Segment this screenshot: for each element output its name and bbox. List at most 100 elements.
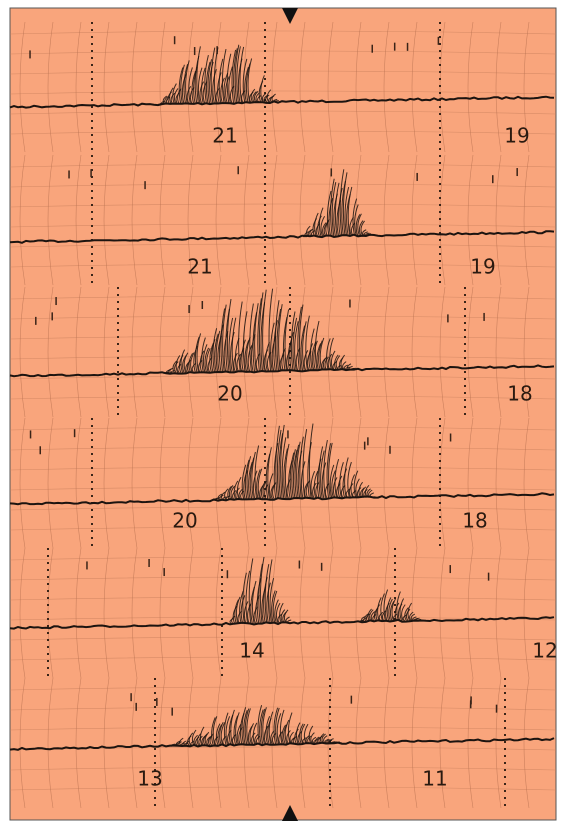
burst-stroke: [265, 716, 271, 745]
burst-stroke: [362, 229, 367, 236]
burst-stroke: [284, 719, 290, 745]
burst-stroke: [271, 336, 277, 372]
burst-stroke: [251, 732, 256, 745]
burst-stroke: [223, 73, 229, 104]
burst-stroke: [159, 102, 164, 105]
burst-stroke: [273, 98, 278, 103]
burst-stroke: [251, 451, 256, 500]
burst-stroke: [250, 333, 256, 372]
burst-stroke: [268, 711, 274, 745]
burst-stroke: [294, 728, 299, 744]
burst-stroke: [313, 470, 319, 499]
burst-stroke: [300, 723, 306, 744]
burst-stroke: [175, 740, 181, 747]
trace: [9, 95, 555, 109]
burst-stroke: [220, 77, 225, 104]
burst-stroke: [226, 298, 232, 373]
burst-stroke: [263, 725, 269, 745]
burst-stroke: [188, 352, 194, 373]
burst-stroke: [188, 67, 193, 104]
time-arc: [383, 21, 390, 153]
burst-stroke: [217, 493, 223, 501]
burst-stroke: [302, 321, 307, 371]
paper-line: [9, 395, 557, 400]
burst-stroke: [350, 474, 356, 498]
burst-stroke: [245, 570, 251, 624]
burst-stroke: [266, 351, 272, 372]
burst-stroke: [226, 53, 232, 104]
time-arc: [467, 677, 474, 809]
time-arc: [523, 286, 530, 418]
burst-stroke: [314, 320, 320, 371]
burst-stroke: [272, 590, 278, 624]
burst-stroke: [231, 49, 237, 103]
burst-stroke: [222, 735, 227, 746]
burst-stroke: [404, 607, 409, 622]
burst-stroke: [279, 602, 284, 624]
burst-stroke: [215, 87, 220, 104]
burst-stroke: [161, 100, 166, 105]
burst-stroke: [311, 341, 317, 371]
time-arc: [75, 677, 82, 809]
burst-stroke: [287, 619, 292, 624]
burst-stroke: [206, 348, 211, 373]
burst-stroke: [344, 186, 350, 236]
burst-stroke: [274, 599, 279, 624]
burst-stroke: [366, 233, 372, 236]
burst-stroke: [235, 487, 240, 501]
burst-stroke: [247, 345, 253, 372]
burst-stroke: [272, 481, 277, 500]
burst-stroke: [358, 220, 364, 236]
burst-stroke: [242, 58, 248, 103]
time-arc: [75, 21, 82, 153]
time-arc: [411, 21, 418, 153]
burst-stroke: [204, 55, 209, 104]
time-arc: [495, 21, 502, 153]
burst-stroke: [276, 713, 282, 745]
burst-stroke: [260, 708, 266, 745]
burst-stroke: [391, 598, 397, 622]
time-arc: [299, 154, 306, 286]
paper-line: [9, 30, 557, 35]
burst-stroke: [253, 91, 259, 103]
burst-stroke: [233, 352, 238, 373]
burst-stroke: [388, 598, 393, 622]
burst-stroke: [292, 449, 298, 499]
burst-stroke: [178, 67, 184, 104]
burst-stroke: [185, 740, 190, 747]
burst-stroke: [228, 484, 234, 501]
burst-stroke: [383, 589, 389, 622]
burst-stroke: [351, 367, 356, 371]
time-arc: [495, 547, 502, 679]
burst-stroke: [235, 712, 240, 745]
burst-stroke: [233, 480, 239, 501]
hour-label: 13: [137, 767, 162, 791]
burst-stroke: [359, 619, 364, 623]
burst-stroke: [172, 83, 177, 105]
burst-stroke: [241, 90, 246, 104]
burst-stroke: [249, 303, 254, 372]
burst-stroke: [188, 732, 194, 746]
burst-stroke: [206, 736, 211, 746]
time-arc: [103, 417, 110, 549]
burst-stroke: [191, 362, 197, 373]
burst-stroke: [231, 317, 237, 372]
burst-stroke: [233, 48, 238, 103]
burst-stroke: [282, 316, 288, 372]
burst-stroke: [300, 461, 306, 499]
burst-stroke: [326, 739, 331, 744]
burst-stroke: [243, 710, 248, 745]
burst-stroke: [304, 481, 309, 499]
burst-stroke: [349, 217, 354, 236]
time-arc: [47, 21, 54, 153]
hour-label: 21: [212, 124, 237, 148]
burst-stroke: [260, 481, 266, 500]
burst-stroke: [254, 445, 260, 500]
burst-stroke: [311, 736, 317, 744]
burst-stroke: [225, 716, 231, 746]
burst-stroke: [330, 178, 335, 237]
burst-stroke: [258, 563, 263, 624]
burst-stroke: [254, 303, 259, 372]
burst-stroke: [320, 215, 326, 237]
